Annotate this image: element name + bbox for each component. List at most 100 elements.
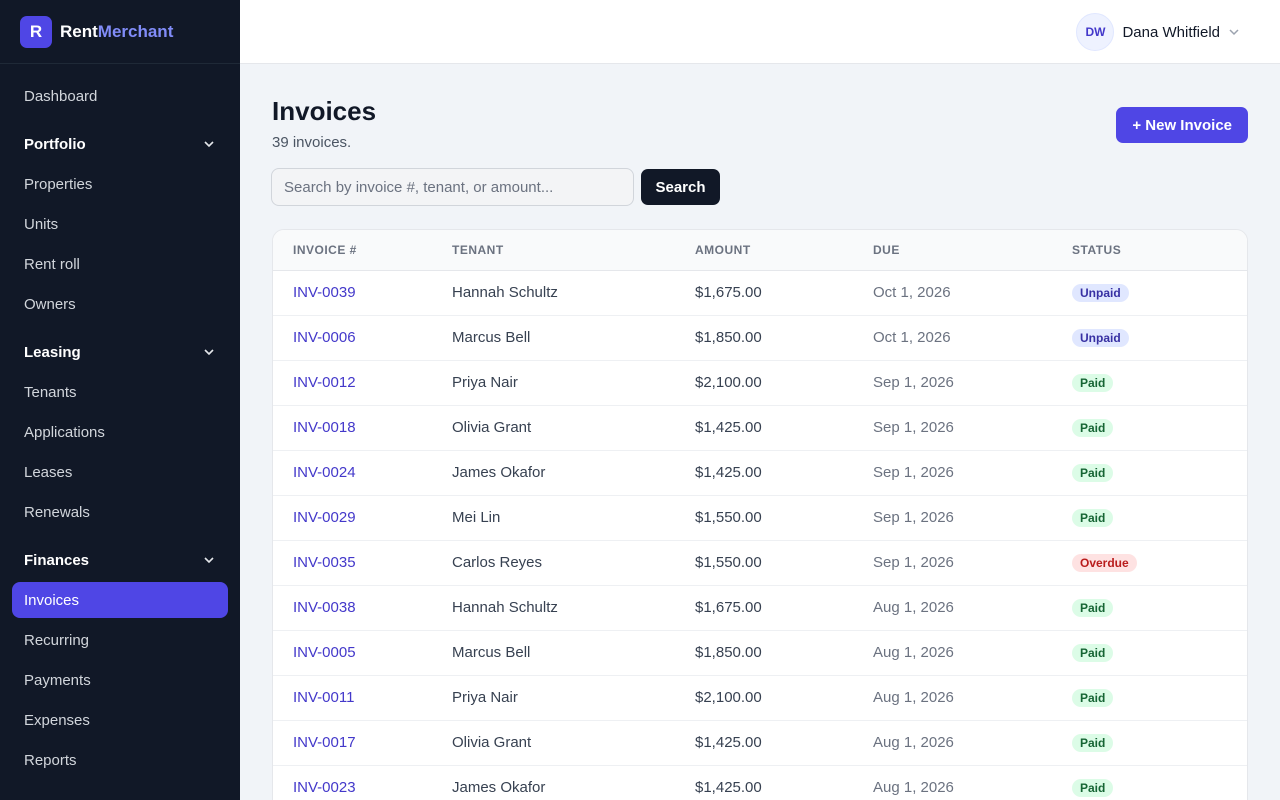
top-header: DW Dana Whitfield <box>240 0 1280 64</box>
sidebar-item-reports[interactable]: Reports <box>24 751 77 769</box>
chevron-down-icon <box>204 141 214 148</box>
sidebar-item-tenants[interactable]: Tenants <box>24 383 77 401</box>
column-header-status[interactable]: STATUS <box>1072 230 1247 271</box>
status-cell: Paid <box>1072 450 1247 495</box>
sidebar-item-payments[interactable]: Payments <box>24 671 91 689</box>
invoice-link[interactable]: INV-0005 <box>293 644 356 661</box>
tenant-cell: Hannah Schultz <box>452 284 558 301</box>
column-header-amount[interactable]: AMOUNT <box>695 230 873 271</box>
table-row[interactable]: INV-0017 Olivia Grant $1,425.00 Aug 1, 2026… <box>273 720 1247 765</box>
status-badge: Paid <box>1072 463 1114 482</box>
sidebar-group-leasing[interactable]: Leasing <box>12 334 228 370</box>
amount-cell: $1,425.00 <box>695 779 762 796</box>
tenant-cell: Carlos Reyes <box>452 554 543 571</box>
invoice-link[interactable]: INV-0023 <box>293 779 356 796</box>
status-badge: Unpaid <box>1072 283 1129 302</box>
table-row[interactable]: INV-0038 Hannah Schultz $1,675.00 Aug 1, 20… <box>273 585 1247 630</box>
amount-cell: $1,425.00 <box>695 464 762 481</box>
sidebar-item-units[interactable]: Units <box>24 215 59 233</box>
sidebar-item-renewals[interactable]: Renewals <box>24 503 90 521</box>
due-cell: Aug 1, 2026 <box>873 779 954 796</box>
status-cell: Unpaid <box>1072 315 1247 360</box>
table-row[interactable]: INV-0006 Marcus Bell $1,850.00 Oct 1, 2026 U… <box>273 315 1247 360</box>
amount-cell: $1,850.00 <box>695 329 762 346</box>
amount-cell: $1,675.00 <box>695 599 762 616</box>
status-cell: Paid <box>1072 720 1247 765</box>
tenant-cell: Priya Nair <box>452 374 518 391</box>
sidebar-item-properties[interactable]: Properties <box>24 175 93 193</box>
table-row[interactable]: INV-0035 Carlos Reyes $1,550.00 Sep 1, 2026… <box>273 540 1247 585</box>
status-cell: Paid <box>1072 405 1247 450</box>
sidebar-item-invoices[interactable]: Invoices <box>12 582 228 618</box>
amount-cell: $2,100.00 <box>695 374 762 391</box>
table-header-row: INVOICE # TENANT AMOUNT DUE STATUS <box>273 230 1247 271</box>
chevron-down-icon <box>1229 29 1239 36</box>
status-badge: Paid <box>1072 733 1114 752</box>
sidebar-item-dashboard[interactable]: Dashboard <box>24 87 98 105</box>
column-header-due[interactable]: DUE <box>873 230 1072 271</box>
table-row[interactable]: INV-0012 Priya Nair $2,100.00 Sep 1, 2026 Pa… <box>273 360 1247 405</box>
sidebar-item-leases[interactable]: Leases <box>24 463 73 481</box>
brand[interactable]: R RentMerchant <box>0 0 240 64</box>
table-row[interactable]: INV-0029 Mei Lin $1,550.00 Sep 1, 2026 Paid <box>273 495 1247 540</box>
invoice-link[interactable]: INV-0024 <box>293 464 356 481</box>
invoice-link[interactable]: INV-0012 <box>293 374 356 391</box>
amount-cell: $1,675.00 <box>695 284 762 301</box>
status-cell: Paid <box>1072 585 1247 630</box>
status-cell: Paid <box>1072 765 1247 800</box>
sidebar-item-recurring[interactable]: Recurring <box>24 631 90 649</box>
invoice-link[interactable]: INV-0029 <box>293 509 356 526</box>
amount-cell: $2,100.00 <box>695 689 762 706</box>
status-badge: Paid <box>1072 688 1114 707</box>
status-cell: Paid <box>1072 675 1247 720</box>
status-cell: Unpaid <box>1072 270 1247 315</box>
table-row[interactable]: INV-0005 Marcus Bell $1,850.00 Aug 1, 2026 P… <box>273 630 1247 675</box>
sidebar-item-owners[interactable]: Owners <box>24 295 76 313</box>
tenant-cell: Mei Lin <box>452 509 501 526</box>
due-cell: Sep 1, 2026 <box>873 419 954 436</box>
sidebar-nav: Dashboard Portfolio Properties Units Rent r… <box>0 64 240 778</box>
invoice-link[interactable]: INV-0006 <box>293 329 356 346</box>
sidebar-item-applications[interactable]: Applications <box>24 423 105 441</box>
status-badge: Paid <box>1072 643 1114 662</box>
due-cell: Oct 1, 2026 <box>873 284 951 301</box>
tenant-cell: Olivia Grant <box>452 734 532 751</box>
due-cell: Aug 1, 2026 <box>873 734 954 751</box>
amount-cell: $1,550.00 <box>695 509 762 526</box>
sidebar-group-portfolio[interactable]: Portfolio <box>12 126 228 162</box>
invoice-link[interactable]: INV-0017 <box>293 734 356 751</box>
user-name: Dana Whitfield <box>1122 23 1220 41</box>
invoice-link[interactable]: INV-0038 <box>293 599 356 616</box>
sidebar-item-rent-roll[interactable]: Rent roll <box>24 255 80 273</box>
amount-cell: $1,425.00 <box>695 734 762 751</box>
tenant-cell: Marcus Bell <box>452 644 531 661</box>
status-cell: Paid <box>1072 495 1247 540</box>
sidebar: R RentMerchant Dashboard Portfolio Proper… <box>0 0 240 800</box>
table-row[interactable]: INV-0039 Hannah Schultz $1,675.00 Oct 1, 20… <box>273 270 1247 315</box>
tenant-cell: Marcus Bell <box>452 329 531 346</box>
sidebar-group-label: Leasing <box>24 343 81 361</box>
user-menu[interactable]: DW Dana Whitfield <box>1076 13 1240 51</box>
search-input[interactable] <box>271 168 634 206</box>
table-row[interactable]: INV-0024 James Okafor $1,425.00 Sep 1, 2026… <box>273 450 1247 495</box>
invoice-link[interactable]: INV-0011 <box>293 689 355 706</box>
column-header-tenant[interactable]: TENANT <box>452 230 695 271</box>
brand-name: RentMerchant <box>60 22 173 42</box>
sidebar-item-expenses[interactable]: Expenses <box>24 711 90 729</box>
amount-cell: $1,550.00 <box>695 554 762 571</box>
column-header-invoice[interactable]: INVOICE # <box>273 230 452 271</box>
status-badge: Paid <box>1072 778 1114 797</box>
tenant-cell: James Okafor <box>452 779 546 796</box>
table-row[interactable]: INV-0011 Priya Nair $2,100.00 Aug 1, 2026 Pa… <box>273 675 1247 720</box>
table-row[interactable]: INV-0018 Olivia Grant $1,425.00 Sep 1, 2026… <box>273 405 1247 450</box>
due-cell: Sep 1, 2026 <box>873 374 954 391</box>
tenant-cell: James Okafor <box>452 464 546 481</box>
invoice-link[interactable]: INV-0035 <box>293 554 356 571</box>
search-button[interactable]: Search <box>641 169 720 205</box>
sidebar-group-finances[interactable]: Finances <box>12 542 228 578</box>
invoice-link[interactable]: INV-0018 <box>293 419 356 436</box>
new-invoice-button[interactable]: + New Invoice <box>1116 107 1248 143</box>
invoice-link[interactable]: INV-0039 <box>293 284 356 301</box>
table-row[interactable]: INV-0023 James Okafor $1,425.00 Aug 1, 2026… <box>273 765 1247 800</box>
page-title: Invoices <box>272 96 377 126</box>
